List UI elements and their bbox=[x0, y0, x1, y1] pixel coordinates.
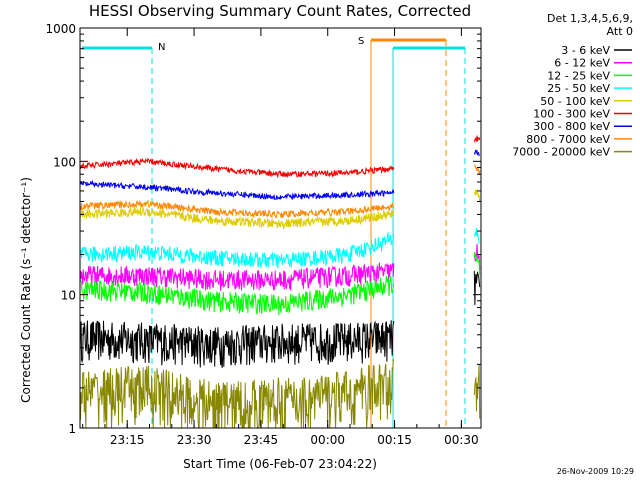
series-line bbox=[79, 262, 395, 291]
observing-bands bbox=[82, 38, 466, 428]
legend-label: 800 - 7000 keV bbox=[526, 133, 610, 146]
y-tick-label: 10 bbox=[61, 289, 76, 303]
x-tick-label: 00:30 bbox=[444, 433, 479, 447]
s-annotation: S bbox=[358, 36, 364, 47]
chart-title: HESSI Observing Summary Count Rates, Cor… bbox=[89, 2, 471, 20]
y-tick-label: 1 bbox=[68, 422, 76, 436]
series-line bbox=[473, 251, 481, 276]
x-tick-label: 00:00 bbox=[310, 433, 345, 447]
series-line bbox=[79, 206, 395, 230]
y-axis-label: Corrected Count Rate (s⁻¹ detector⁻¹) bbox=[19, 177, 33, 403]
axes-layer bbox=[79, 27, 482, 429]
legend-label: 6 - 12 keV bbox=[554, 57, 610, 70]
footer-timestamp: 26-Nov-2009 10:29 bbox=[557, 467, 634, 476]
series-line bbox=[473, 270, 481, 306]
x-tick-label: 23:30 bbox=[177, 433, 212, 447]
series-line bbox=[79, 179, 395, 201]
tick-layer: 1 10 100 1000 23:15 23:30 23:45 00:00 00:15 00:30 bbox=[45, 22, 481, 447]
series-line bbox=[79, 357, 395, 430]
x-tick-label: 00:15 bbox=[377, 433, 412, 447]
series-line bbox=[473, 164, 481, 175]
series-line bbox=[79, 199, 395, 220]
series-line bbox=[79, 231, 395, 269]
series-layer bbox=[79, 135, 481, 430]
series-line bbox=[473, 189, 481, 203]
legend-label: 300 - 800 keV bbox=[533, 120, 610, 133]
series-line bbox=[473, 149, 480, 157]
series-line bbox=[79, 157, 395, 179]
series-line bbox=[79, 320, 395, 368]
legend-label: 3 - 6 keV bbox=[561, 44, 610, 57]
series-line bbox=[79, 275, 395, 316]
legend-label: 12 - 25 keV bbox=[547, 69, 610, 82]
legend-label: 25 - 50 keV bbox=[547, 82, 610, 95]
x-tick-label: 23:15 bbox=[110, 433, 145, 447]
y-tick-label: 100 bbox=[53, 155, 76, 169]
legend-label: 50 - 100 keV bbox=[540, 95, 610, 108]
series-line bbox=[473, 363, 481, 419]
legend-header-line-1: Det 1,3,4,5,6,9, bbox=[547, 12, 633, 25]
series-line bbox=[473, 243, 481, 271]
series-line bbox=[473, 135, 481, 144]
x-axis-label: Start Time (06-Feb-07 23:04:22) bbox=[183, 457, 377, 471]
x-tick-label: 23:45 bbox=[244, 433, 279, 447]
plot-frame bbox=[79, 27, 482, 429]
series-line bbox=[473, 227, 480, 244]
legend-header-line-2: Att 0 bbox=[607, 25, 633, 38]
y-tick-label: 1000 bbox=[45, 22, 76, 36]
legend-label: 100 - 300 keV bbox=[533, 108, 610, 121]
legend-label: 7000 - 20000 keV bbox=[512, 146, 610, 159]
n-annotation: N bbox=[158, 42, 165, 53]
